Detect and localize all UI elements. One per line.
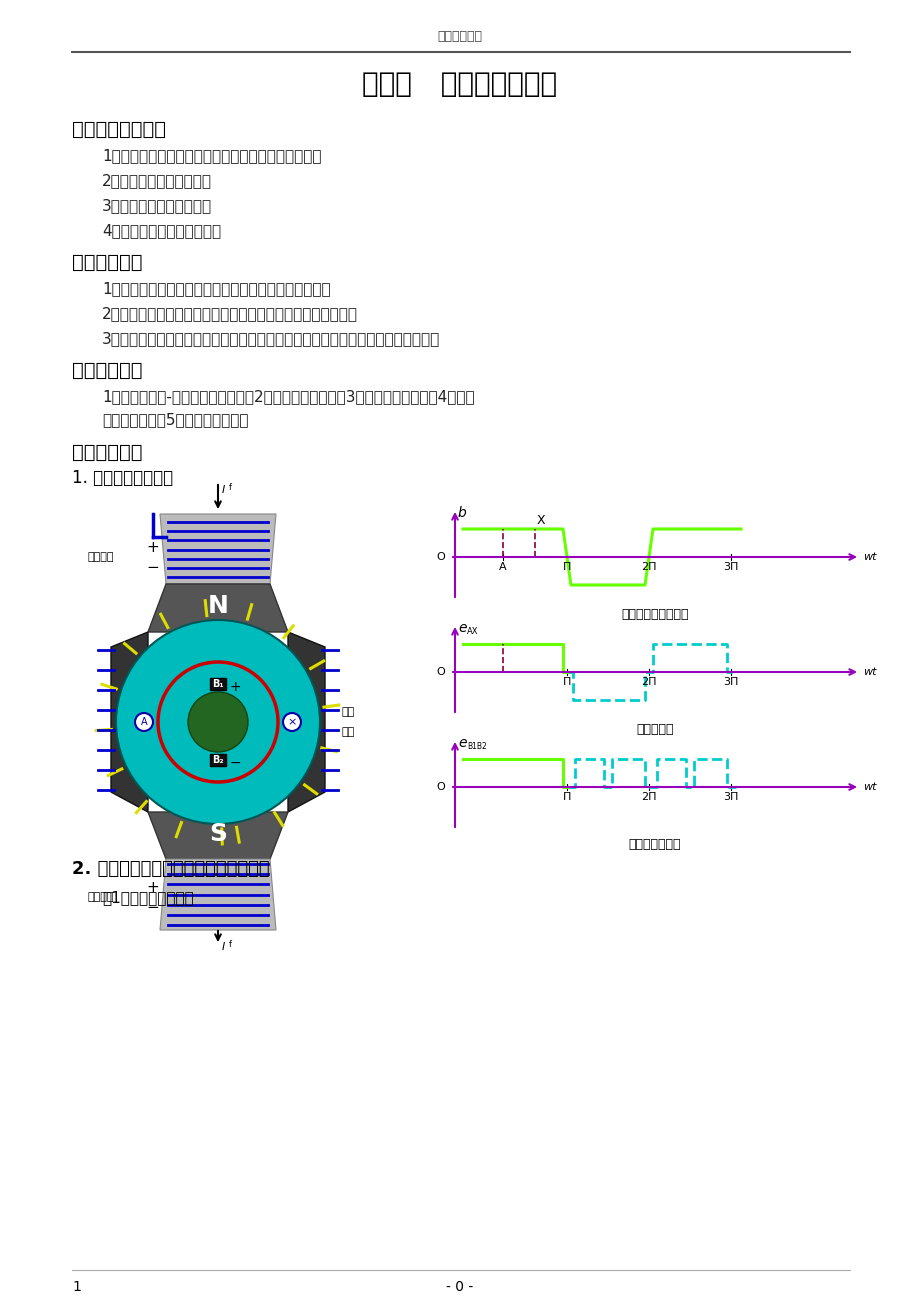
Text: A: A — [141, 718, 147, 727]
Text: Π: Π — [562, 792, 571, 802]
Polygon shape — [148, 812, 288, 859]
Circle shape — [116, 620, 320, 824]
Text: 气隙磁场的分布波形: 气隙磁场的分布波形 — [620, 608, 688, 621]
Text: 实验一   传递函数的测定: 实验一 传递函数的测定 — [362, 70, 557, 98]
Text: 2Π: 2Π — [641, 677, 656, 686]
Text: 电枢: 电枢 — [342, 707, 355, 718]
Bar — [210, 754, 226, 766]
Text: 四、实验原理: 四、实验原理 — [72, 443, 142, 461]
Text: b: b — [458, 506, 466, 520]
Text: 励磁电压: 励磁电压 — [88, 892, 114, 902]
Text: 2．掌握一阶系统（以直流电动机为例）传递函数的测试方法；: 2．掌握一阶系统（以直流电动机为例）传递函数的测试方法； — [102, 306, 357, 321]
Text: −: − — [146, 559, 159, 575]
Circle shape — [135, 712, 153, 731]
Polygon shape — [288, 632, 324, 812]
Text: 2Π: 2Π — [641, 792, 656, 802]
Text: 3Π: 3Π — [722, 792, 738, 802]
Text: ×: × — [287, 718, 296, 727]
Text: 2. 电枢控制式直流电机传递函数的建立: 2. 电枢控制式直流电机传递函数的建立 — [72, 861, 269, 878]
Text: O: O — [436, 552, 445, 562]
Text: O: O — [436, 667, 445, 677]
Polygon shape — [111, 632, 148, 812]
Text: wt: wt — [862, 667, 876, 677]
Polygon shape — [148, 584, 288, 632]
Text: B₁: B₁ — [211, 679, 223, 689]
Text: B1B2: B1B2 — [467, 742, 486, 751]
Text: +: + — [230, 680, 242, 694]
Text: 1．掌握直流电动机系统工作框图，并推导其传递函数；: 1．掌握直流电动机系统工作框图，并推导其传递函数； — [102, 281, 330, 296]
Circle shape — [283, 712, 301, 731]
Polygon shape — [160, 859, 276, 930]
Text: O: O — [436, 783, 445, 792]
Text: A: A — [499, 562, 506, 572]
Text: B₂: B₂ — [211, 755, 223, 764]
Text: Π: Π — [562, 562, 571, 572]
Text: 三、实验仪器: 三、实验仪器 — [72, 361, 142, 380]
Text: 3．直流电动机工作原理；: 3．直流电动机工作原理； — [102, 198, 212, 213]
Text: +: + — [146, 880, 159, 894]
Text: 2Π: 2Π — [641, 562, 656, 572]
Text: I: I — [221, 942, 225, 952]
Text: AX: AX — [467, 627, 478, 636]
Circle shape — [187, 692, 248, 751]
Text: S: S — [209, 822, 227, 846]
Text: 稳压电源一台；5．连接导线若干。: 稳压电源一台；5．连接导线若干。 — [102, 412, 248, 426]
Text: 3Π: 3Π — [722, 677, 738, 686]
Text: e: e — [458, 736, 466, 750]
Text: 电压: 电压 — [342, 727, 355, 737]
Text: e: e — [458, 621, 466, 634]
Text: 二、实验目的: 二、实验目的 — [72, 254, 142, 272]
Text: 1: 1 — [72, 1280, 81, 1294]
Text: 线圈电动势: 线圈电动势 — [636, 723, 673, 736]
Text: −: − — [230, 757, 242, 770]
Text: 2．一阶系统的阶跃响应；: 2．一阶系统的阶跃响应； — [102, 173, 211, 188]
Text: 1．一阶系统传递函数及其特征参数对其性能的影响；: 1．一阶系统传递函数及其特征参数对其性能的影响； — [102, 148, 321, 162]
Text: 励磁电压: 励磁电压 — [88, 552, 114, 562]
Text: 控制工程基础: 控制工程基础 — [437, 30, 482, 43]
Text: f: f — [229, 484, 232, 491]
Text: 一、实验准备知识: 一、实验准备知识 — [72, 120, 165, 139]
Text: −: − — [146, 900, 159, 914]
Polygon shape — [160, 514, 276, 584]
Text: （1）电网络平衡方程: （1）电网络平衡方程 — [102, 891, 194, 905]
Text: - 0 -: - 0 - — [446, 1280, 473, 1294]
Text: 3．学会相关实验仪器的使用方法，包括：低频示波器、光电测速仪、稳压电源等。: 3．学会相关实验仪器的使用方法，包括：低频示波器、光电测速仪、稳压电源等。 — [102, 332, 440, 346]
Bar — [210, 679, 226, 690]
Text: f: f — [229, 940, 232, 949]
Text: Π: Π — [562, 677, 571, 686]
Text: +: + — [146, 540, 159, 555]
Text: wt: wt — [862, 783, 876, 792]
Text: X: X — [537, 514, 545, 526]
Text: I: I — [221, 485, 225, 495]
Text: N: N — [208, 594, 228, 618]
Text: wt: wt — [862, 552, 876, 562]
Text: 1. 直流电机工作原理: 1. 直流电机工作原理 — [72, 469, 173, 488]
Text: 1．直流电动机-测速发电机组一套；2．低频示波器一台；3．光电测速仪一套；4．三路: 1．直流电动机-测速发电机组一套；2．低频示波器一台；3．光电测速仪一套；4．三… — [102, 389, 474, 404]
Text: 3Π: 3Π — [722, 562, 738, 572]
Text: 4．直流发电机的工作原理。: 4．直流发电机的工作原理。 — [102, 224, 221, 238]
Text: 电刷间的电动势: 电刷间的电动势 — [628, 838, 680, 852]
